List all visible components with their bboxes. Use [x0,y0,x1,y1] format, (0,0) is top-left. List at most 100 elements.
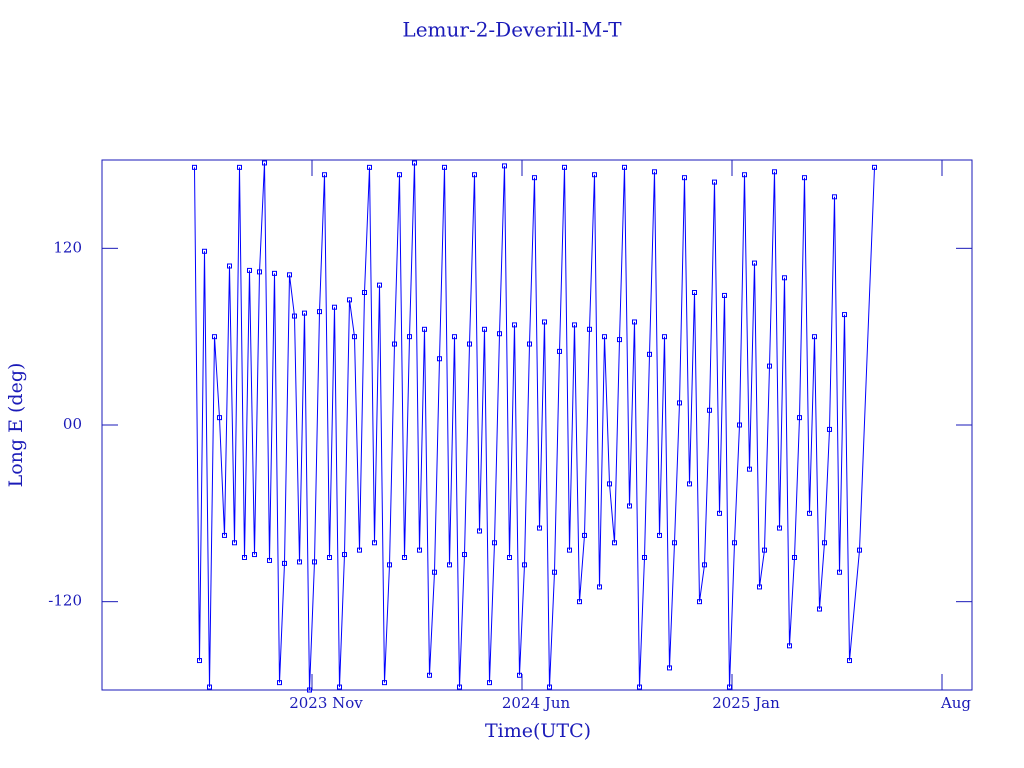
data-point [772,169,777,175]
data-point [377,282,382,288]
data-point [242,555,247,560]
data-point [757,584,762,590]
data-point [337,684,342,690]
data-point [557,348,562,354]
data-point [787,643,792,649]
data-point [777,525,782,531]
data-point [347,297,352,303]
data-point [287,272,292,278]
data-point [402,555,407,560]
data-point [257,269,262,275]
data-point [207,684,212,690]
data-point [297,559,302,565]
data-point [427,672,432,678]
data-point [717,510,722,516]
data-point [697,599,702,605]
data-point [817,606,822,612]
data-point [712,179,717,185]
data-point [527,341,532,347]
data-point [362,290,367,295]
data-point [407,334,412,340]
data-point [572,322,577,328]
data-point [477,528,482,534]
data-point [497,331,502,337]
data-line [194,162,875,691]
data-point [842,312,847,318]
data-point [502,163,507,169]
data-point [552,569,557,575]
data-point [202,248,207,254]
data-point [692,290,697,295]
data-point [367,164,372,170]
data-point [597,584,602,590]
data-point [237,164,242,170]
data-point [872,164,877,170]
data-point [822,540,827,546]
data-point [672,540,677,546]
data-point [722,292,727,298]
data-point [307,687,312,693]
data-point [382,680,387,686]
data-point [432,569,437,575]
data-point [392,341,397,347]
data-point [612,540,617,546]
data-point [637,684,642,690]
data-point [687,481,692,487]
data-point [262,160,267,166]
data-point [452,334,457,340]
data-point [742,172,747,178]
x-tick-label: 2024 Jun [502,694,571,712]
data-point [457,684,462,690]
data-point [352,334,357,340]
data-point [252,552,257,558]
data-point [642,555,647,560]
y-tick-label: -120 [48,592,82,610]
data-point [732,540,737,546]
data-point [797,415,802,421]
data-point [282,560,287,566]
data-point [462,552,467,558]
data-point [327,555,332,560]
data-point [322,172,327,178]
data-point [492,540,497,546]
data-point [707,407,712,413]
data-point [442,164,447,170]
data-point [412,160,417,166]
data-point [827,426,832,432]
data-point [512,322,517,328]
data-point [667,665,672,671]
data-point [422,326,427,332]
data-point [272,270,277,276]
data-point [332,304,337,310]
data-point [342,552,347,558]
x-tick-label: 2023 Nov [289,694,363,712]
y-tick-label: 120 [53,238,82,256]
data-point [507,555,512,560]
data-point [747,466,752,472]
data-point [567,547,572,553]
data-point [802,175,807,181]
data-point [277,680,282,686]
data-point [647,351,652,357]
data-point [837,569,842,575]
data-point [517,672,522,678]
data-point [372,540,377,546]
data-point [587,326,592,332]
data-point [447,562,452,568]
data-point [542,319,547,325]
chart-title: Lemur-2-Deverill-M-T [402,18,622,42]
data-point [812,334,817,340]
data-point [737,422,742,428]
data-point [562,164,567,170]
data-point [632,319,637,325]
data-point [702,562,707,568]
data-point [537,525,542,531]
data-point [232,540,237,546]
data-point [607,481,612,487]
data-point [662,334,667,340]
data-point [397,172,402,178]
data-point [602,334,607,340]
x-tick-label: 2025 Jan [712,694,780,712]
